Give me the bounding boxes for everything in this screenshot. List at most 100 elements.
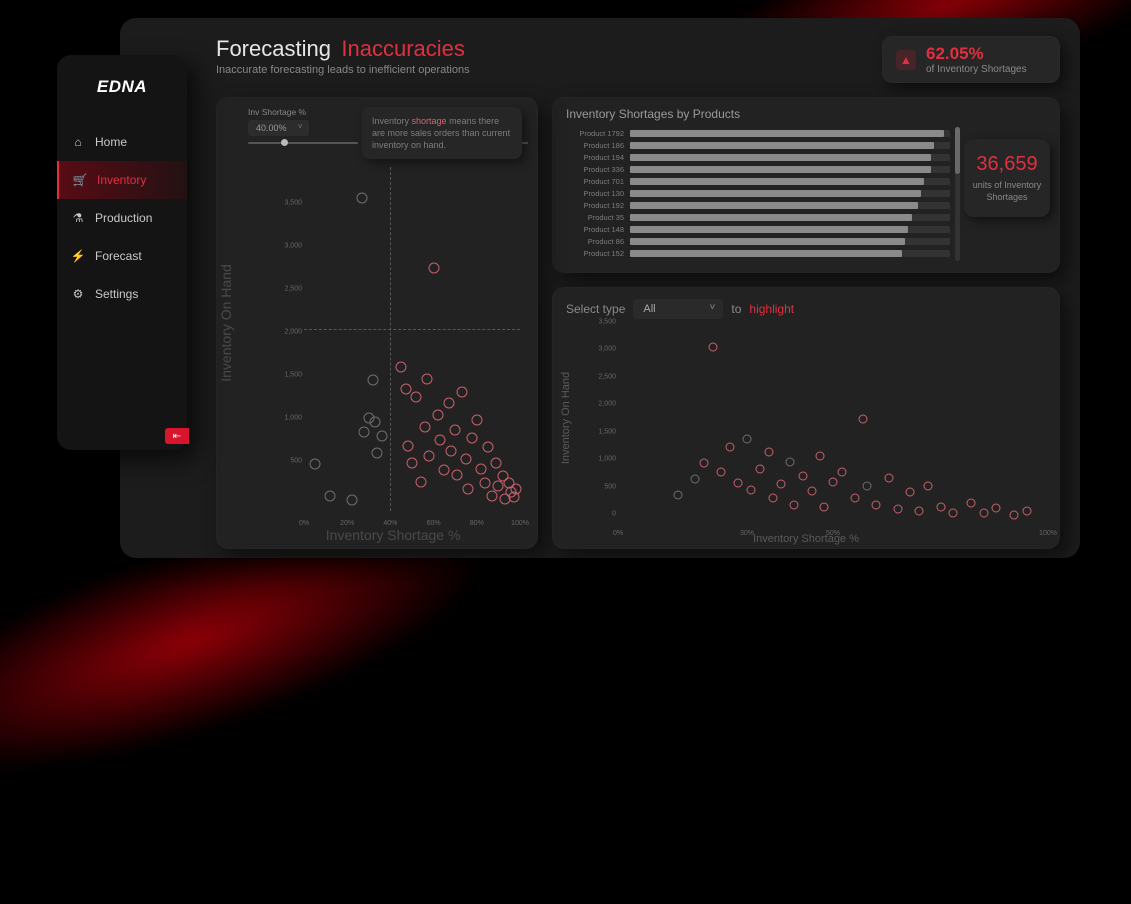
data-point[interactable] <box>450 425 461 436</box>
data-point[interactable] <box>743 434 752 443</box>
data-point[interactable] <box>419 421 430 432</box>
data-point[interactable] <box>376 431 387 442</box>
data-point[interactable] <box>807 487 816 496</box>
data-point[interactable] <box>372 447 383 458</box>
data-point[interactable] <box>493 481 504 492</box>
data-point[interactable] <box>510 483 521 494</box>
bar-row[interactable]: Product 192 <box>564 199 950 211</box>
data-point[interactable] <box>1022 507 1031 516</box>
bar-row[interactable]: Product 194 <box>564 151 950 163</box>
data-point[interactable] <box>708 343 717 352</box>
collapse-sidebar-button[interactable]: ⇤ <box>165 428 189 444</box>
data-point[interactable] <box>734 478 743 487</box>
data-point[interactable] <box>443 397 454 408</box>
data-point[interactable] <box>359 426 370 437</box>
data-point[interactable] <box>755 464 764 473</box>
data-point[interactable] <box>786 457 795 466</box>
data-point[interactable] <box>790 500 799 509</box>
nav-home[interactable]: ⌂Home <box>57 123 187 161</box>
data-point[interactable] <box>872 500 881 509</box>
data-point[interactable] <box>471 414 482 425</box>
data-point[interactable] <box>439 464 450 475</box>
data-point[interactable] <box>725 442 734 451</box>
data-point[interactable] <box>863 481 872 490</box>
data-point[interactable] <box>820 502 829 511</box>
data-point[interactable] <box>674 490 683 499</box>
data-point[interactable] <box>467 432 478 443</box>
big-number-label: units of Inventory Shortages <box>968 180 1046 203</box>
data-point[interactable] <box>691 475 700 484</box>
data-point[interactable] <box>357 192 368 203</box>
data-point[interactable] <box>884 474 893 483</box>
data-point[interactable] <box>309 458 320 469</box>
data-point[interactable] <box>415 476 426 487</box>
data-point[interactable] <box>979 509 988 518</box>
data-point[interactable] <box>461 453 472 464</box>
data-point[interactable] <box>837 467 846 476</box>
data-point[interactable] <box>424 450 435 461</box>
bar-row[interactable]: Product 86 <box>564 235 950 247</box>
data-point[interactable] <box>906 488 915 497</box>
data-point[interactable] <box>850 493 859 502</box>
data-point[interactable] <box>777 479 786 488</box>
bar-row[interactable]: Product 130 <box>564 187 950 199</box>
bar-row[interactable]: Product 152 <box>564 247 950 259</box>
data-point[interactable] <box>346 494 357 505</box>
data-point[interactable] <box>747 486 756 495</box>
data-point[interactable] <box>428 263 439 274</box>
data-point[interactable] <box>816 452 825 461</box>
data-point[interactable] <box>764 448 773 457</box>
bar-row[interactable]: Product 148 <box>564 223 950 235</box>
nav-forecast[interactable]: ⚡Forecast <box>57 237 187 275</box>
data-point[interactable] <box>859 414 868 423</box>
data-point[interactable] <box>893 504 902 513</box>
bar-scrollbar[interactable] <box>955 127 960 261</box>
nav-inventory[interactable]: 🛒Inventory <box>57 161 187 199</box>
data-point[interactable] <box>432 409 443 420</box>
data-point[interactable] <box>396 361 407 372</box>
nav-settings[interactable]: ⚙Settings <box>57 275 187 313</box>
data-point[interactable] <box>480 478 491 489</box>
data-point[interactable] <box>370 417 381 428</box>
small-scatter-plot[interactable]: 05001,0001,5002,0002,5003,0003,5000%30%5… <box>588 329 1048 521</box>
data-point[interactable] <box>717 467 726 476</box>
data-point[interactable] <box>482 442 493 453</box>
bar-row[interactable]: Product 336 <box>564 163 950 175</box>
data-point[interactable] <box>1009 510 1018 519</box>
bar-row[interactable]: Product 1792 <box>564 127 950 139</box>
kpi-value: 62.05% <box>926 44 1027 64</box>
data-point[interactable] <box>400 383 411 394</box>
data-point[interactable] <box>402 440 413 451</box>
large-scatter-plot[interactable]: 5001,0001,5002,0002,5003,0003,5000%20%40… <box>274 167 520 511</box>
data-point[interactable] <box>368 375 379 386</box>
data-point[interactable] <box>491 457 502 468</box>
data-point[interactable] <box>463 483 474 494</box>
data-point[interactable] <box>452 469 463 480</box>
data-point[interactable] <box>422 373 433 384</box>
header-block: Forecasting Inaccuracies Inaccurate fore… <box>216 36 470 76</box>
bar-row[interactable]: Product 701 <box>564 175 950 187</box>
data-point[interactable] <box>936 502 945 511</box>
data-point[interactable] <box>700 459 709 468</box>
data-point[interactable] <box>476 463 487 474</box>
data-point[interactable] <box>949 508 958 517</box>
data-point[interactable] <box>486 490 497 501</box>
data-point[interactable] <box>435 434 446 445</box>
data-point[interactable] <box>966 499 975 508</box>
data-point[interactable] <box>411 392 422 403</box>
data-point[interactable] <box>829 477 838 486</box>
data-point[interactable] <box>445 445 456 456</box>
data-point[interactable] <box>798 472 807 481</box>
data-point[interactable] <box>768 493 777 502</box>
data-point[interactable] <box>324 490 335 501</box>
nav-production[interactable]: ⚗Production <box>57 199 187 237</box>
type-select[interactable]: All <box>633 299 723 319</box>
bar-row[interactable]: Product 35 <box>564 211 950 223</box>
data-point[interactable] <box>915 507 924 516</box>
data-point[interactable] <box>992 504 1001 513</box>
data-point[interactable] <box>456 387 467 398</box>
data-point[interactable] <box>923 481 932 490</box>
slider-inv-shortage[interactable]: Inv Shortage % 40.00% <box>248 107 358 144</box>
bar-row[interactable]: Product 186 <box>564 139 950 151</box>
data-point[interactable] <box>407 457 418 468</box>
